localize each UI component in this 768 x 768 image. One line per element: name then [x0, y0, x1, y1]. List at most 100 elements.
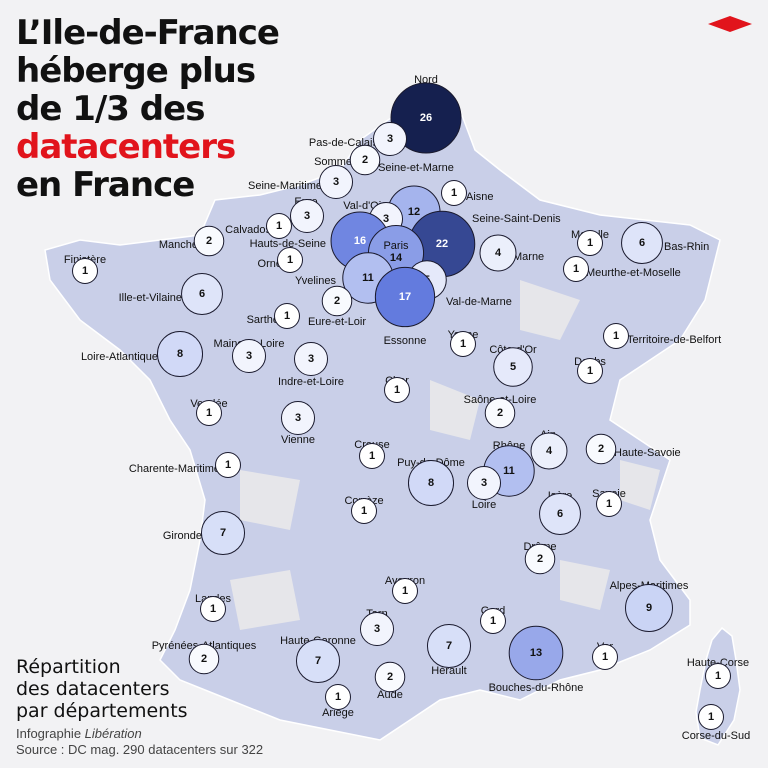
bubble-circle — [384, 377, 410, 403]
bubble-meurthe-et-moselle: 1 — [563, 256, 589, 282]
bubble-moselle: 1 — [577, 230, 603, 256]
bubble-value: 4 — [546, 445, 553, 457]
bubble-circle — [295, 638, 341, 684]
bubble-c-te-d-or: 5 — [493, 347, 533, 387]
bubble-circle — [374, 661, 406, 693]
bubble-circle — [72, 258, 98, 284]
bubble-value: 1 — [573, 263, 579, 275]
bubble-value: 16 — [354, 235, 366, 247]
dept-label: Ariège — [322, 707, 354, 719]
empty-zone-west — [240, 470, 300, 530]
bubble-charente-maritime: 1 — [215, 452, 241, 478]
bubble-circle — [577, 230, 603, 256]
bubble-circle — [480, 608, 506, 634]
bubble-essonne: 17 — [374, 266, 436, 328]
dept-label: Val-de-Marne — [446, 296, 512, 308]
credit-prefix: Infographie — [16, 726, 85, 741]
bubble-savoie: 1 — [596, 491, 622, 517]
dept-label: Aude — [377, 689, 403, 701]
dept-label: Ille-et-Vilaine — [119, 292, 182, 304]
bubble-loire-atlantique: 8 — [156, 330, 204, 378]
dept-label: Essonne — [384, 335, 427, 347]
bubble-yonne: 1 — [450, 331, 476, 357]
bubble-vienne: 3 — [280, 400, 316, 436]
dept-label: Seine-Saint-Denis — [472, 213, 561, 225]
credit-line: Infographie Libération — [16, 726, 263, 742]
bubble-h-rault: 7 — [426, 623, 472, 669]
bubble-circle — [266, 213, 292, 239]
bubble-manche: 2 — [193, 225, 225, 257]
bubble-circle — [188, 643, 220, 675]
empty-zone-northeast — [520, 280, 580, 340]
bubble-value: 1 — [451, 187, 457, 199]
bubble-circle — [441, 180, 467, 206]
bubble-value: 3 — [333, 176, 339, 188]
empty-zone-southeast — [560, 560, 610, 610]
legend-line-3: par départements — [16, 700, 188, 722]
bubble-sarthe: 1 — [274, 303, 300, 329]
bubble-orne: 1 — [277, 247, 303, 273]
bubble-circle — [592, 644, 618, 670]
credit: Infographie Libération Source : DC mag. … — [16, 726, 263, 758]
bubble-ille-et-vilaine: 6 — [181, 273, 223, 315]
bubble-value: 2 — [362, 154, 368, 166]
bubble-value: 3 — [246, 350, 252, 362]
bubble-bas-rhin: 6 — [621, 222, 663, 264]
dept-label: Manche — [159, 239, 198, 251]
bubble-circle — [493, 347, 533, 387]
mainland-france-shape — [44, 99, 721, 741]
dept-label: Indre-et-Loire — [278, 376, 344, 388]
bubble-territoire-de-belfort: 1 — [603, 323, 629, 349]
bubble-circle — [508, 625, 564, 681]
bubble-circle — [321, 285, 353, 317]
bubble-name-inside: Paris — [383, 240, 409, 252]
bubble-seine-maritime: 3 — [318, 164, 354, 200]
bubble-gironde: 7 — [200, 510, 246, 556]
bubble-circle — [277, 247, 303, 273]
bubble-eure-et-loir: 2 — [321, 285, 353, 317]
bubble-circle — [407, 459, 455, 507]
dept-label: Orne — [258, 258, 282, 270]
bubble-var: 1 — [592, 644, 618, 670]
dept-label: Gironde — [163, 530, 202, 542]
title-line-5: en France — [16, 165, 195, 205]
bubble-loire: 3 — [466, 465, 502, 501]
title-highlight: datacenters — [16, 127, 236, 167]
bubble-value: 1 — [402, 585, 408, 597]
bubble-aisne: 1 — [441, 180, 467, 206]
bubble-circle — [200, 510, 246, 556]
bubble-dr-me: 2 — [524, 543, 556, 575]
dept-label: Hérault — [431, 665, 466, 677]
bubble-circle — [196, 400, 222, 426]
title-line-3: de 1/3 des — [16, 89, 205, 129]
bubble-puy-de-d-me: 8 — [407, 459, 455, 507]
bubble-haute-corse: 1 — [705, 663, 731, 689]
legend: Répartition des datacenters par départem… — [16, 656, 188, 722]
bubble-value: 3 — [481, 477, 487, 489]
dept-label: Meurthe-et-Moselle — [586, 267, 681, 279]
bubble-pas-de-calais: 3 — [372, 121, 408, 157]
bubble-value: 1 — [206, 407, 212, 419]
bubble-value: 3 — [308, 353, 314, 365]
bubble-circle — [563, 256, 589, 282]
dept-label: Corse-du-Sud — [682, 730, 750, 742]
bubble-value: 8 — [177, 348, 183, 360]
dept-label: Haute-Corse — [687, 657, 749, 669]
bubble-marne: 4 — [479, 234, 517, 272]
bubble-circle — [450, 331, 476, 357]
dept-label: Territoire-de-Belfort — [627, 334, 721, 346]
bubble-value: 1 — [82, 265, 88, 277]
bubble-aveyron: 1 — [392, 578, 418, 604]
bubble-circle — [193, 225, 225, 257]
bubble-corse-du-sud: 1 — [698, 704, 724, 730]
bubble-circle — [359, 611, 395, 647]
bubble-value: 1 — [460, 338, 466, 350]
dept-label: Somme — [314, 156, 352, 168]
bubble-circle — [374, 266, 436, 328]
dept-label: Hauts-de-Seine — [250, 238, 326, 250]
bubble-circle — [390, 82, 462, 154]
bubble-circle — [293, 341, 329, 377]
bubble-value: 11 — [503, 465, 515, 477]
bubble-maine-et-loire: 3 — [231, 338, 267, 374]
bubble-circle — [625, 584, 673, 632]
